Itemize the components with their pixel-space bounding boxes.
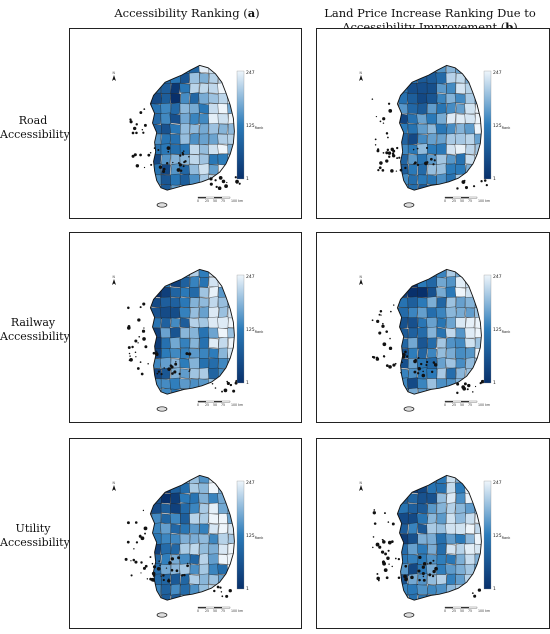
legend-mid-label: 125Rank — [246, 123, 264, 130]
scale-bar: 0 25 50 75 100 km — [197, 196, 243, 203]
svg-text:N: N — [113, 481, 116, 485]
svg-text:50: 50 — [213, 199, 217, 203]
legend-max-label: 247 — [493, 480, 502, 486]
map-panel-road-a: N 247 125Rank 1 0 25 50 75 100 km — [69, 28, 302, 219]
legend-min-label: 1 — [493, 380, 496, 386]
korea-choropleth-map: N 247 125Rank 1 0 25 50 75 100 km — [112, 474, 264, 618]
svg-text:25: 25 — [205, 609, 209, 613]
svg-text:25: 25 — [205, 403, 209, 407]
legend-mid-label: 125Rank — [246, 533, 264, 540]
svg-text:100 km: 100 km — [478, 403, 490, 407]
map-panel-utility-b: N 247 125Rank 1 0 25 50 75 100 km — [316, 438, 550, 629]
svg-text:N: N — [360, 275, 363, 279]
legend-min-label: 1 — [246, 586, 249, 592]
svg-text:75: 75 — [468, 199, 472, 203]
svg-text:50: 50 — [213, 609, 217, 613]
legend-min-label: 1 — [493, 176, 496, 182]
svg-text:50: 50 — [460, 199, 464, 203]
row-header-utility: Utility Accessibility — [0, 522, 70, 549]
svg-text:0: 0 — [444, 609, 446, 613]
legend-min-label: 1 — [246, 380, 249, 386]
map-panel-utility-a: N 247 125Rank 1 0 25 50 75 100 km — [69, 438, 302, 629]
svg-text:75: 75 — [221, 199, 225, 203]
svg-text:25: 25 — [205, 199, 209, 203]
legend-min-label: 1 — [493, 586, 496, 592]
svg-text:100 km: 100 km — [478, 609, 490, 613]
scale-bar: 0 25 50 75 100 km — [444, 606, 490, 613]
column-header-a: Accessibility Ranking (a) — [114, 6, 260, 20]
map-panel-road-b: N 247 125Rank 1 0 25 50 75 100 km — [316, 28, 550, 219]
legend-max-label: 247 — [246, 480, 255, 486]
legend-max-label: 247 — [246, 274, 255, 280]
korea-choropleth-map: N 247 125Rank 1 0 25 50 75 100 km — [112, 64, 264, 208]
svg-text:0: 0 — [197, 199, 199, 203]
svg-text:100 km: 100 km — [231, 199, 243, 203]
korea-choropleth-map: N 247 125Rank 1 0 25 50 75 100 km — [112, 268, 264, 412]
svg-text:N: N — [360, 71, 363, 75]
map-panel-railway-a: N 247 125Rank 1 0 25 50 75 100 km — [69, 232, 302, 423]
svg-text:25: 25 — [452, 403, 456, 407]
legend-max-label: 247 — [493, 274, 502, 280]
legend-mid-label: 125Rank — [246, 327, 264, 334]
svg-text:75: 75 — [221, 609, 225, 613]
svg-text:75: 75 — [468, 403, 472, 407]
svg-text:25: 25 — [452, 609, 456, 613]
svg-text:N: N — [113, 71, 116, 75]
legend-mid-label: 125Rank — [493, 327, 511, 334]
svg-text:100 km: 100 km — [231, 403, 243, 407]
scale-bar: 0 25 50 75 100 km — [197, 606, 243, 613]
row-header-railway: Railway Accessibility — [0, 316, 70, 343]
svg-text:50: 50 — [460, 609, 464, 613]
korea-choropleth-map: N 247 125Rank 1 0 25 50 75 100 km — [359, 268, 511, 412]
scale-bar: 0 25 50 75 100 km — [444, 400, 490, 407]
legend-mid-label: 125Rank — [493, 123, 511, 130]
svg-text:0: 0 — [444, 403, 446, 407]
legend-max-label: 247 — [246, 70, 255, 76]
svg-text:50: 50 — [213, 403, 217, 407]
svg-text:75: 75 — [221, 403, 225, 407]
scale-bar: 0 25 50 75 100 km — [444, 196, 490, 203]
korea-choropleth-map: N 247 125Rank 1 0 25 50 75 100 km — [359, 474, 511, 618]
svg-text:100 km: 100 km — [478, 199, 490, 203]
svg-text:0: 0 — [197, 609, 199, 613]
map-panel-railway-b: N 247 125Rank 1 0 25 50 75 100 km — [316, 232, 550, 423]
svg-text:N: N — [360, 481, 363, 485]
svg-text:0: 0 — [444, 199, 446, 203]
legend-max-label: 247 — [493, 70, 502, 76]
svg-text:0: 0 — [197, 403, 199, 407]
svg-text:N: N — [113, 275, 116, 279]
svg-text:25: 25 — [452, 199, 456, 203]
row-header-road: Road Accessibility — [0, 114, 70, 141]
legend-min-label: 1 — [246, 176, 249, 182]
svg-text:50: 50 — [460, 403, 464, 407]
svg-text:75: 75 — [468, 609, 472, 613]
legend-mid-label: 125Rank — [493, 533, 511, 540]
svg-text:100 km: 100 km — [231, 609, 243, 613]
scale-bar: 0 25 50 75 100 km — [197, 400, 243, 407]
korea-choropleth-map: N 247 125Rank 1 0 25 50 75 100 km — [359, 64, 511, 208]
